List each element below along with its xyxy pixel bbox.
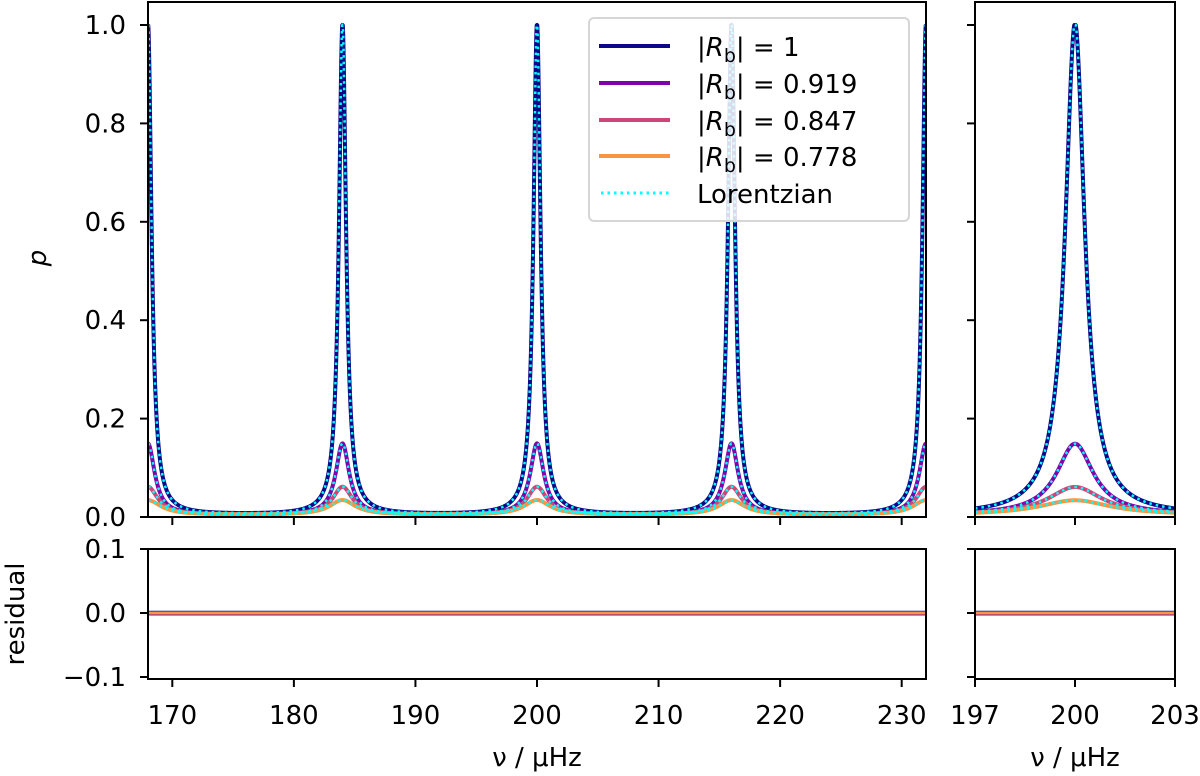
y-axis-label: p	[23, 250, 53, 268]
plot-area	[148, 23, 926, 517]
lorentzian-line	[148, 442, 926, 516]
res-y-tick-label: 0.1	[85, 535, 126, 565]
lorentzian-line	[148, 485, 926, 516]
series-line-1	[148, 441, 926, 516]
legend-label: |Rb| = 0.919	[697, 70, 857, 104]
legend-label: |Rb| = 1	[697, 33, 800, 67]
y-tick-label: 0.0	[85, 503, 126, 533]
legend: |Rb| = 1|Rb| = 0.919|Rb| = 0.847|Rb| = 0…	[588, 17, 910, 222]
x-tick-label: 230	[877, 701, 927, 731]
zoom-x-tick-label: 200	[1050, 701, 1100, 731]
lorentzian-line	[975, 499, 1175, 514]
zoom-x-axis-label: ν / μHz	[1030, 743, 1120, 773]
legend-label: Lorentzian	[697, 180, 833, 210]
y-tick-label: 0.2	[85, 405, 126, 435]
x-tick-label: 200	[512, 701, 562, 731]
res-y-tick-label: 0.0	[85, 599, 126, 629]
x-axis-label: ν / μHz	[492, 743, 582, 773]
lorentzian-line	[148, 23, 926, 515]
x-tick-label: 220	[755, 701, 805, 731]
legend-label: |Rb| = 0.778	[697, 143, 857, 177]
lorentzian-line	[148, 498, 926, 516]
y-tick-label: 0.8	[85, 109, 126, 139]
legend-box	[588, 17, 910, 222]
legend-label: |Rb| = 0.847	[697, 107, 857, 141]
zoom-axes-frame	[974, 1, 1176, 518]
zoom-x-tick-label: 203	[1150, 701, 1200, 731]
lorentzian-line	[975, 23, 1175, 510]
series-line-0	[975, 23, 1175, 511]
residual-axis-label: residual	[1, 562, 31, 665]
zoom-x-tick-label: 197	[950, 701, 1000, 731]
lorentzian-line	[975, 442, 1175, 513]
plot-area	[975, 23, 1175, 515]
y-tick-label: 1.0	[85, 11, 126, 41]
res-y-tick-label: −0.1	[63, 663, 126, 693]
x-tick-label: 210	[634, 701, 684, 731]
y-tick-label: 0.4	[85, 306, 126, 336]
x-tick-label: 170	[147, 701, 197, 731]
x-tick-label: 180	[269, 701, 319, 731]
x-tick-label: 190	[391, 701, 441, 731]
y-tick-label: 0.6	[85, 208, 126, 238]
